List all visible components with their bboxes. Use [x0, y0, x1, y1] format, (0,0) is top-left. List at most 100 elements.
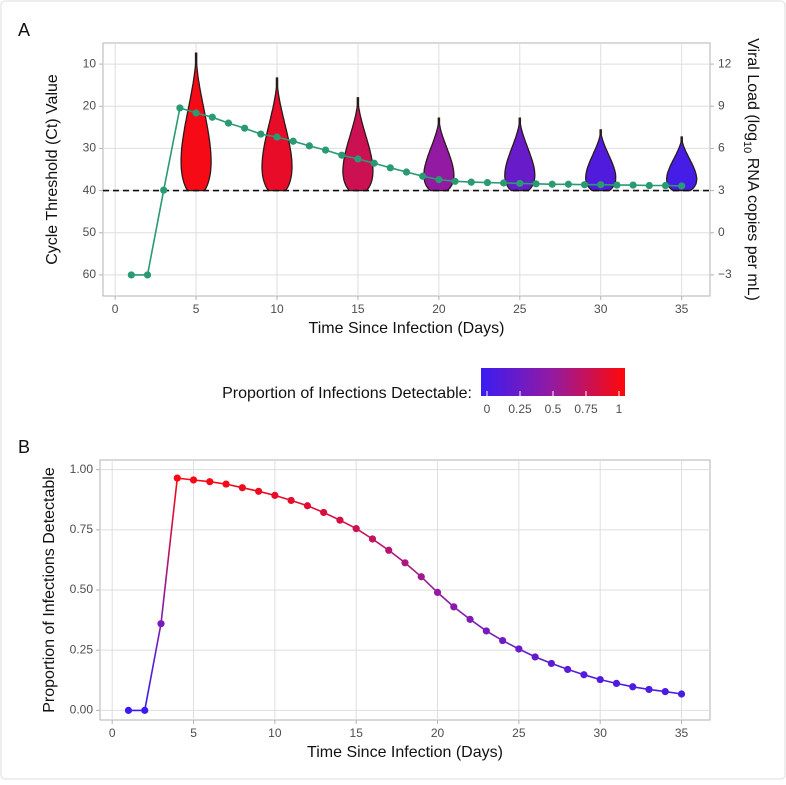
series-point — [547, 659, 556, 668]
series-point — [419, 172, 427, 180]
x-tick-label: 5 — [193, 302, 200, 316]
colorbar-label: 0.25 — [508, 402, 532, 416]
series-point — [645, 685, 653, 694]
series-point — [500, 179, 508, 187]
x-tick-label: 10 — [268, 726, 282, 740]
x-tick-label: 30 — [594, 302, 608, 316]
y2-tick-label: 3 — [718, 183, 725, 197]
series-point — [224, 119, 233, 127]
colorbar-label: 1 — [616, 402, 623, 416]
x-axis-label: Time Since Infection (Days) — [307, 744, 503, 761]
series-point — [143, 271, 152, 279]
series-point — [677, 690, 686, 698]
x-tick-label: 20 — [431, 726, 445, 740]
violin — [180, 52, 212, 192]
series-point — [241, 124, 249, 132]
series-point — [273, 133, 281, 141]
y-tick-label: 40 — [83, 183, 97, 197]
series-point — [678, 182, 686, 190]
x-tick-label: 0 — [109, 726, 116, 740]
y2-tick-label: 6 — [718, 141, 725, 155]
violin — [585, 129, 617, 192]
x-tick-label: 0 — [112, 302, 119, 316]
series-point — [287, 496, 295, 505]
series-point — [645, 181, 653, 190]
panel-label: B — [18, 437, 30, 457]
series-point — [368, 535, 377, 543]
series-point — [271, 491, 279, 499]
series-point — [352, 525, 360, 533]
y-axis-label: Cycle Threshold (Ct) Value — [44, 74, 61, 265]
series-point — [515, 645, 523, 653]
series-point — [564, 180, 572, 188]
y2-axis-label: Viral Load (log10 RNA copies per mL) — [741, 38, 761, 301]
series-point — [257, 130, 265, 138]
violin — [423, 117, 455, 192]
series-point — [450, 603, 458, 611]
series-point — [127, 271, 135, 279]
x-tick-label: 5 — [190, 726, 197, 740]
series-point — [338, 151, 346, 159]
series-point — [613, 181, 621, 189]
violin — [342, 97, 374, 192]
series-point — [564, 665, 572, 674]
y-axis-label: Proportion of Infections Detectable — [41, 467, 58, 713]
x-tick-label: 10 — [270, 302, 284, 316]
y2-tick-label: −3 — [718, 267, 732, 281]
series-point — [483, 178, 492, 187]
series-point — [386, 164, 394, 172]
series-point — [305, 142, 313, 150]
x-tick-label: 15 — [351, 302, 365, 316]
series-point — [141, 706, 149, 714]
series-point — [435, 176, 443, 184]
series-point — [580, 181, 589, 189]
series-point — [467, 178, 475, 186]
series-point — [173, 474, 181, 482]
series-point — [385, 546, 393, 554]
series-point — [417, 573, 425, 581]
series-point — [401, 559, 409, 567]
series-point — [192, 109, 200, 117]
series-point — [157, 620, 165, 628]
series-point — [238, 484, 246, 492]
series-point — [189, 476, 198, 484]
series-point — [661, 181, 670, 190]
series-point — [402, 168, 411, 176]
series-point — [255, 487, 263, 495]
y2-tick-label: 12 — [718, 56, 732, 70]
series-point — [629, 683, 637, 691]
series-point — [124, 706, 133, 714]
y-tick-label: 0.50 — [70, 582, 94, 596]
violin — [504, 117, 536, 192]
y-tick-label: 20 — [83, 98, 97, 112]
x-axis-label: Time Since Infection (Days) — [309, 320, 505, 337]
series-point — [206, 478, 214, 486]
series-point — [597, 181, 605, 189]
series-point — [289, 137, 297, 145]
y-tick-label: 0.25 — [70, 642, 94, 656]
series-point — [336, 516, 344, 524]
series-point — [451, 177, 459, 185]
y2-label-part: 10 — [741, 141, 753, 153]
x-tick-label: 20 — [432, 302, 446, 316]
colorbar-label: 0.75 — [574, 402, 598, 416]
series-point — [580, 671, 588, 679]
series-point — [321, 146, 330, 154]
series-point — [661, 687, 669, 696]
x-tick-label: 25 — [513, 302, 527, 316]
x-tick-label: 25 — [512, 726, 526, 740]
series-point — [222, 480, 230, 488]
series-point — [499, 636, 507, 645]
series-point — [466, 615, 474, 623]
y2-label-part: RNA copies per mL) — [744, 153, 761, 301]
panel-label: A — [18, 20, 30, 40]
x-tick-label: 30 — [594, 726, 608, 740]
series-point — [548, 180, 556, 188]
legend-title: Proportion of Infections Detectable: — [222, 385, 472, 402]
series-point — [531, 653, 539, 661]
colorbar-label: 0 — [484, 402, 491, 416]
series-point — [482, 627, 490, 635]
y2-tick-label: 9 — [718, 98, 725, 112]
y-tick-label: 0.75 — [70, 522, 94, 536]
